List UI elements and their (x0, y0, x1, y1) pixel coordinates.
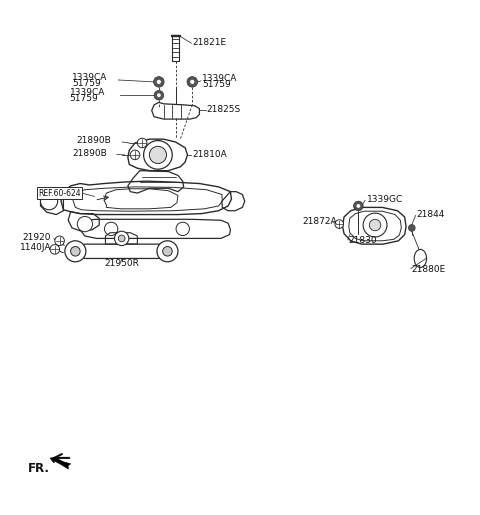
Text: 51759: 51759 (72, 79, 101, 88)
Text: 21844: 21844 (417, 210, 445, 219)
Text: 21830: 21830 (349, 236, 377, 245)
Circle shape (408, 225, 415, 231)
Text: 1140JA: 1140JA (20, 243, 51, 251)
Text: 1339GC: 1339GC (366, 195, 403, 204)
Circle shape (149, 146, 167, 163)
Circle shape (137, 138, 147, 148)
Circle shape (354, 201, 363, 211)
Circle shape (369, 219, 381, 231)
Circle shape (55, 236, 64, 246)
Text: 21890B: 21890B (72, 149, 107, 158)
Circle shape (187, 77, 198, 87)
Circle shape (357, 204, 360, 208)
Text: 51759: 51759 (70, 94, 98, 103)
Circle shape (157, 93, 161, 97)
Text: 1339CA: 1339CA (202, 74, 237, 82)
Text: 21890B: 21890B (77, 136, 111, 145)
Circle shape (40, 193, 58, 210)
Text: 21920: 21920 (22, 233, 50, 242)
Circle shape (50, 245, 60, 254)
Ellipse shape (414, 249, 427, 267)
Circle shape (157, 241, 178, 262)
Circle shape (176, 222, 190, 235)
Text: 21810A: 21810A (192, 150, 227, 160)
Circle shape (154, 91, 164, 100)
Text: 1339CA: 1339CA (72, 73, 108, 81)
Text: 21821E: 21821E (192, 38, 227, 47)
Circle shape (105, 222, 118, 235)
Circle shape (144, 141, 172, 169)
Circle shape (130, 150, 140, 160)
Circle shape (118, 235, 125, 242)
Text: 21880E: 21880E (412, 265, 446, 274)
Circle shape (154, 77, 164, 87)
Text: FR.: FR. (28, 462, 49, 475)
Text: 51759: 51759 (202, 80, 230, 89)
Circle shape (71, 247, 80, 256)
Circle shape (157, 80, 161, 84)
Text: 1339CA: 1339CA (70, 88, 105, 97)
Text: 21872A: 21872A (302, 217, 336, 226)
Text: REF.60-624: REF.60-624 (38, 188, 81, 198)
Circle shape (115, 231, 129, 246)
Text: 21950R: 21950R (104, 259, 139, 268)
Circle shape (335, 220, 344, 228)
Circle shape (190, 80, 194, 84)
Circle shape (65, 241, 86, 262)
Circle shape (363, 213, 387, 237)
Circle shape (163, 247, 172, 256)
Text: 21825S: 21825S (206, 105, 241, 114)
Circle shape (77, 216, 93, 232)
